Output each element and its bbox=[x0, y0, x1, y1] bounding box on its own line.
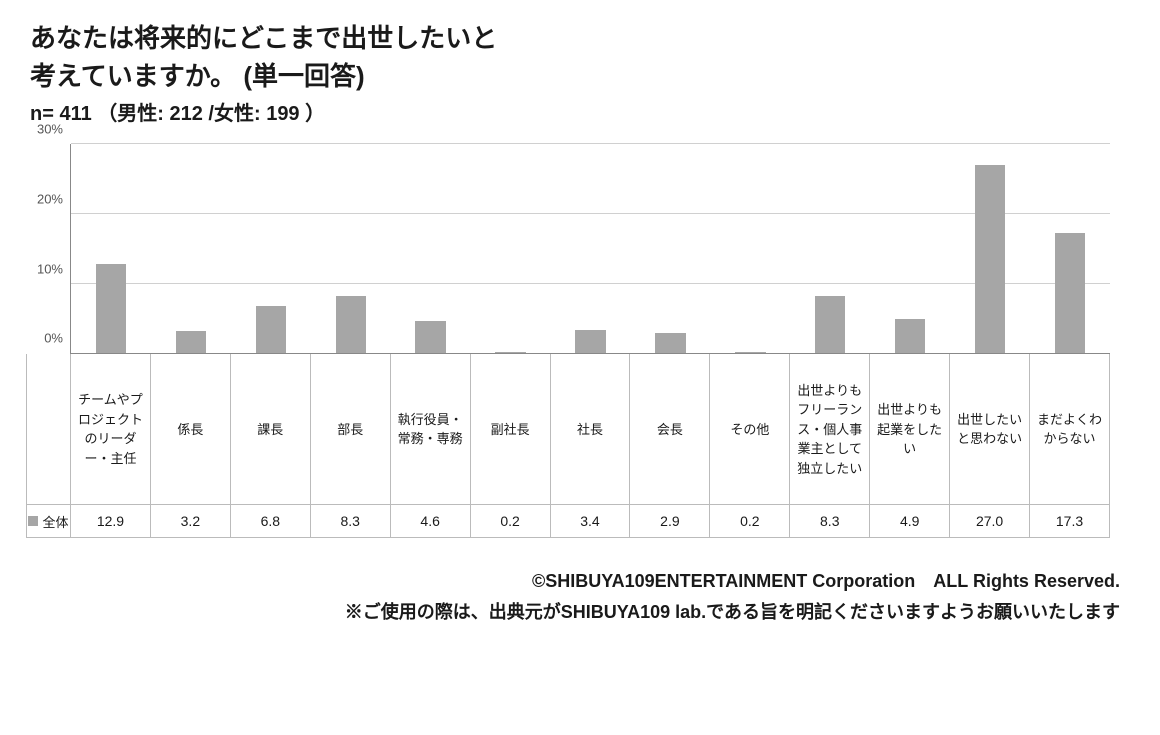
bar bbox=[575, 330, 605, 354]
category-label: チームやプロジェクトのリーダー・主任 bbox=[71, 354, 151, 504]
bar bbox=[495, 352, 525, 353]
bar bbox=[176, 331, 206, 353]
category-label: 副社長 bbox=[471, 354, 551, 504]
value-cell: 6.8 bbox=[231, 505, 311, 537]
bar bbox=[415, 321, 445, 353]
chart-subtitle: n= 411 （男性: 212 /女性: 199 ） bbox=[30, 97, 1130, 126]
value-cell: 2.9 bbox=[630, 505, 710, 537]
legend-cell: 全体 bbox=[27, 505, 71, 537]
bar bbox=[815, 296, 845, 354]
value-cell: 4.6 bbox=[391, 505, 471, 537]
attribution-line: ※ご使用の際は、出典元がSHIBUYA109 lab.である旨を明記くださいます… bbox=[30, 597, 1120, 628]
category-label: まだよくわからない bbox=[1030, 354, 1109, 504]
title-line-2: 考えていますか。 (単一回答) bbox=[30, 61, 365, 91]
y-tick-label: 30% bbox=[21, 122, 63, 137]
data-table: チームやプロジェクトのリーダー・主任係長課長部長執行役員・常務・専務副社長社長会… bbox=[26, 354, 1110, 538]
bar-column bbox=[710, 144, 790, 353]
category-label: 係長 bbox=[151, 354, 231, 504]
value-cell: 4.9 bbox=[870, 505, 950, 537]
value-cell: 8.3 bbox=[311, 505, 391, 537]
bar bbox=[975, 165, 1005, 353]
bar bbox=[336, 296, 366, 354]
bar-column bbox=[231, 144, 311, 353]
corner-cell-blank bbox=[27, 354, 71, 504]
value-cell: 3.4 bbox=[551, 505, 631, 537]
bar-column bbox=[1030, 144, 1110, 353]
values-row: 全体 12.93.26.88.34.60.23.42.90.28.34.927.… bbox=[26, 505, 1110, 538]
category-label: 社長 bbox=[551, 354, 631, 504]
bar-column bbox=[870, 144, 950, 353]
category-label: その他 bbox=[710, 354, 790, 504]
value-cell: 12.9 bbox=[71, 505, 151, 537]
value-cell: 3.2 bbox=[151, 505, 231, 537]
y-tick-label: 20% bbox=[21, 192, 63, 207]
category-label: 出世よりも起業をしたい bbox=[870, 354, 950, 504]
category-label: 出世よりもフリーランス・個人事業主として独立したい bbox=[790, 354, 870, 504]
category-labels-row: チームやプロジェクトのリーダー・主任係長課長部長執行役員・常務・専務副社長社長会… bbox=[26, 354, 1110, 505]
plot-area: 0%10%20%30% bbox=[70, 144, 1110, 354]
legend-swatch bbox=[28, 516, 38, 526]
bar-column bbox=[630, 144, 710, 353]
title-line-1: あなたは将来的にどこまで出世したいと bbox=[30, 23, 497, 53]
bar-column bbox=[471, 144, 551, 353]
value-cell: 8.3 bbox=[790, 505, 870, 537]
chart-container: 0%10%20%30% チームやプロジェクトのリーダー・主任係長課長部長執行役員… bbox=[70, 144, 1110, 538]
value-cell: 0.2 bbox=[471, 505, 551, 537]
y-tick-label: 10% bbox=[21, 261, 63, 276]
bar-column bbox=[551, 144, 631, 353]
bar-column bbox=[391, 144, 471, 353]
legend-label: 全体 bbox=[42, 512, 68, 531]
bar bbox=[1055, 233, 1085, 354]
category-label: 部長 bbox=[311, 354, 391, 504]
bar bbox=[655, 333, 685, 353]
y-tick-label: 0% bbox=[21, 331, 63, 346]
bar-column bbox=[71, 144, 151, 353]
category-label: 課長 bbox=[231, 354, 311, 504]
bar-column bbox=[950, 144, 1030, 353]
value-cell: 27.0 bbox=[950, 505, 1030, 537]
bar bbox=[895, 319, 925, 353]
category-label: 会長 bbox=[630, 354, 710, 504]
value-cell: 17.3 bbox=[1030, 505, 1109, 537]
bar-column bbox=[151, 144, 231, 353]
chart-title: あなたは将来的にどこまで出世したいと 考えていますか。 (単一回答) bbox=[30, 20, 1130, 95]
bar bbox=[96, 264, 126, 354]
category-label: 出世したいと思わない bbox=[950, 354, 1030, 504]
copyright-line: ©SHIBUYA109ENTERTAINMENT Corporation ALL… bbox=[30, 566, 1120, 597]
value-cell: 0.2 bbox=[710, 505, 790, 537]
bar-column bbox=[311, 144, 391, 353]
footer: ©SHIBUYA109ENTERTAINMENT Corporation ALL… bbox=[30, 566, 1130, 627]
bar bbox=[256, 306, 286, 353]
bar bbox=[735, 352, 765, 353]
category-label: 執行役員・常務・専務 bbox=[391, 354, 471, 504]
bar-column bbox=[790, 144, 870, 353]
